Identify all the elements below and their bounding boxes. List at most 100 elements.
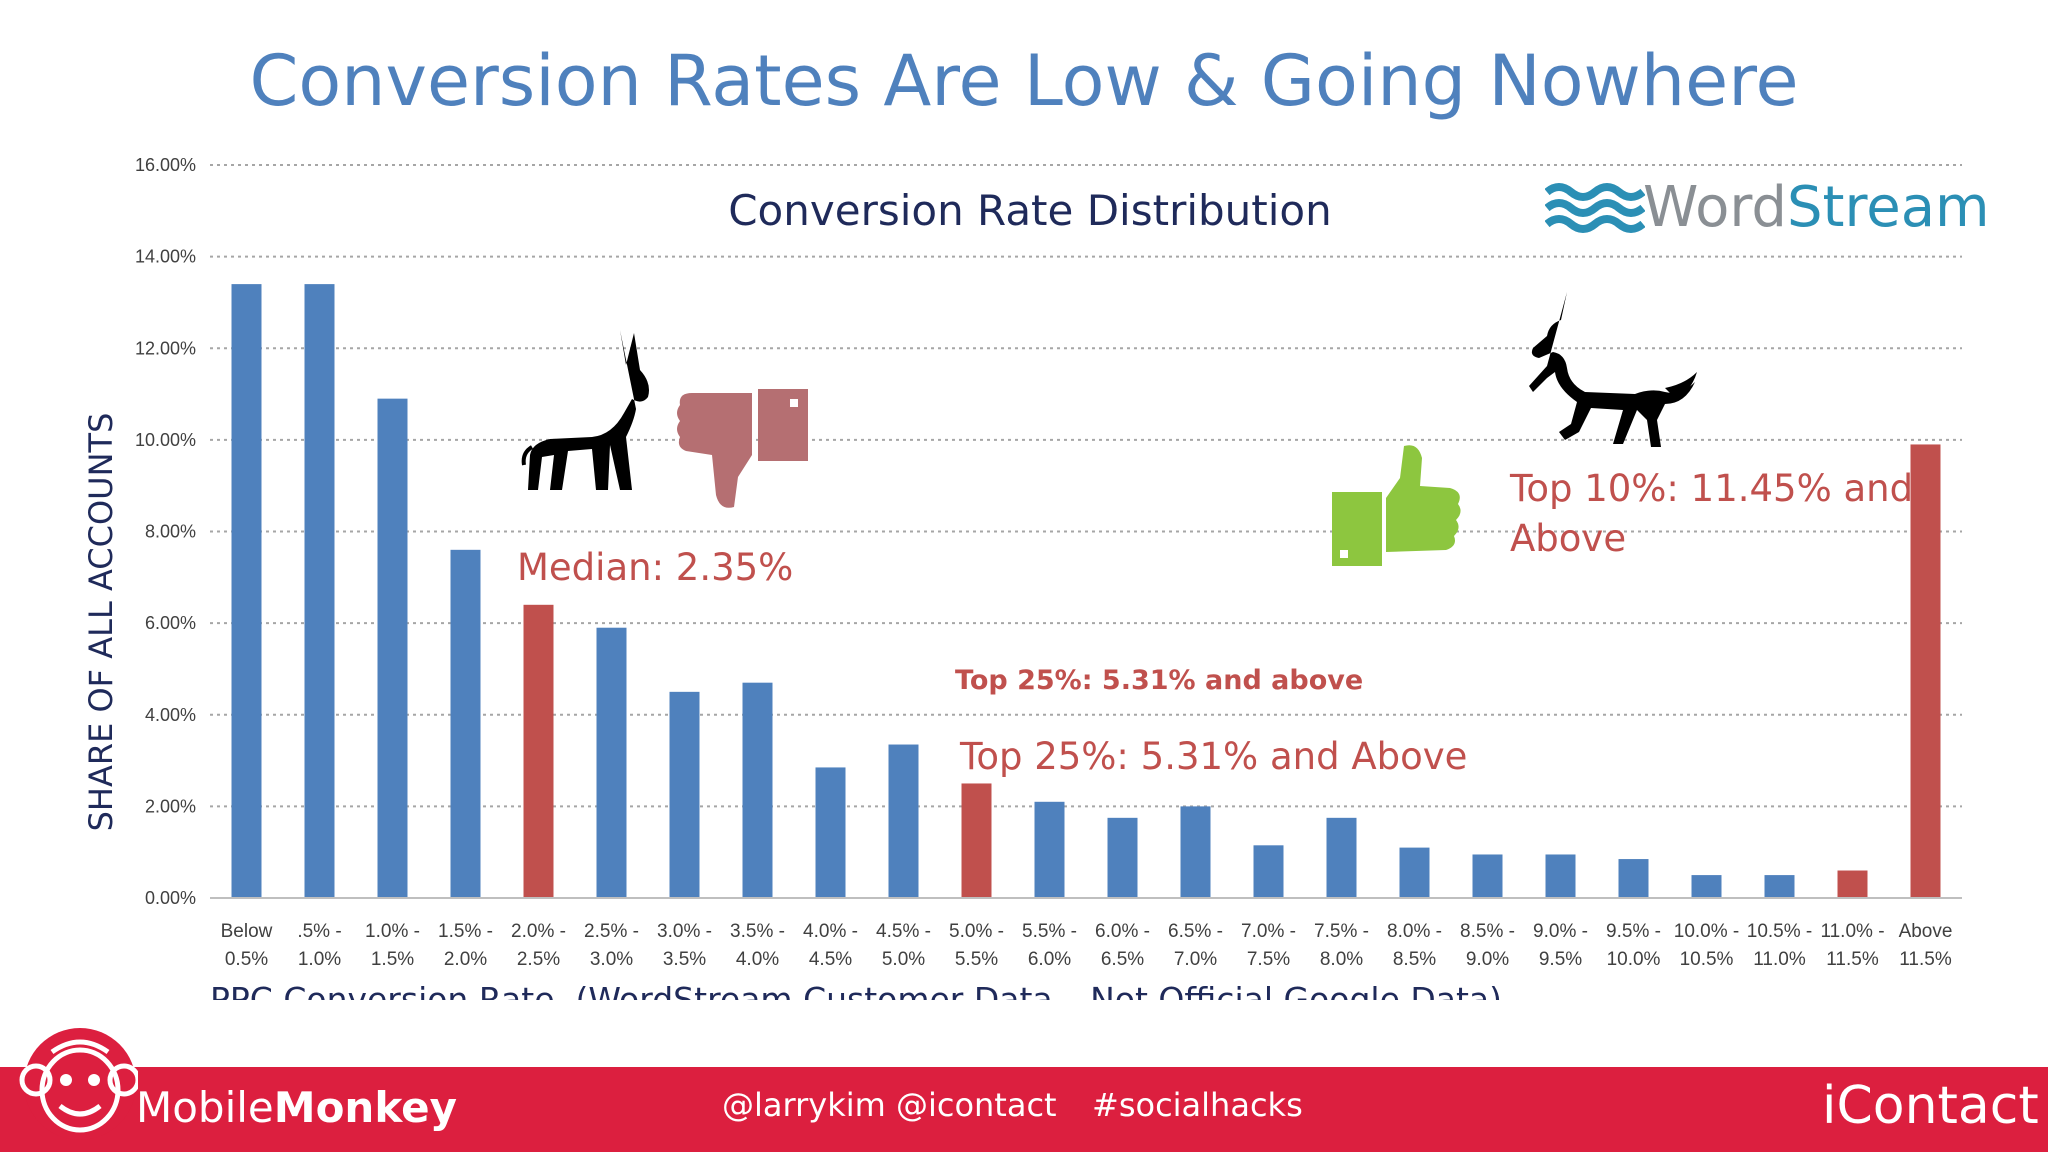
- x-tick-label: 2.5% -: [584, 921, 639, 942]
- x-tick-label: 10.5%: [1680, 949, 1734, 970]
- bar: [961, 783, 992, 898]
- y-tick-label: 14.00%: [135, 247, 196, 267]
- x-tick-label: 4.0%: [736, 949, 779, 970]
- x-tick-label: 6.0% -: [1095, 921, 1150, 942]
- x-tick-label: 2.0% -: [511, 921, 566, 942]
- wordstream-waves-icon: [1545, 183, 1645, 233]
- x-tick-label: 2.5%: [517, 949, 560, 970]
- x-tick-label: 1.0% -: [365, 921, 420, 942]
- slide-title: Conversion Rates Are Low & Going Nowhere: [249, 40, 1799, 122]
- x-tick-label: 8.0%: [1320, 949, 1363, 970]
- x-tick-label: Above: [1899, 921, 1953, 942]
- x-tick-label: 2.0%: [444, 949, 487, 970]
- bar: [1545, 854, 1576, 898]
- x-tick-label: 7.5% -: [1314, 921, 1369, 942]
- icontact-brand: iContact: [1822, 1076, 2039, 1136]
- bar: [450, 549, 481, 898]
- bar: [1326, 817, 1357, 898]
- x-tick-label: 4.5% -: [876, 921, 931, 942]
- bar: [742, 682, 773, 898]
- y-tick-label: 6.00%: [145, 613, 196, 633]
- bar: [1910, 444, 1941, 898]
- bar: [1107, 817, 1138, 898]
- bar: [523, 604, 554, 898]
- footer-bar: [0, 1067, 2048, 1152]
- x-tick-label: 6.5%: [1101, 949, 1144, 970]
- x-tick-label: 5.0% -: [949, 921, 1004, 942]
- x-tick-label: 5.5% -: [1022, 921, 1077, 942]
- mobilemonkey-brand: MobileMonkey: [136, 1083, 457, 1132]
- thumbs-down-icon: [677, 389, 808, 508]
- x-tick-label: 7.5%: [1247, 949, 1290, 970]
- x-tick-label: 9.0% -: [1533, 921, 1588, 942]
- x-tick-label: 10.5% -: [1747, 921, 1812, 942]
- x-tick-label: 3.0% -: [657, 921, 712, 942]
- bar: [1180, 806, 1211, 898]
- x-tick-label: 3.0%: [590, 949, 633, 970]
- donkey-icon: [521, 330, 649, 490]
- bar: [888, 744, 919, 898]
- x-tick-label: Below: [221, 921, 273, 942]
- top10-annotation: Top 10%: 11.45% and Above: [1510, 464, 1913, 564]
- bars: [231, 284, 1941, 898]
- bar: [231, 284, 262, 898]
- x-tick-label: 11.5%: [1826, 949, 1879, 970]
- x-tick-label: 11.5%: [1899, 949, 1952, 970]
- x-tick-label: 8.5% -: [1460, 921, 1515, 942]
- top25-annotation-small: Top 25%: 5.31% and above: [955, 665, 1364, 696]
- y-tick-label: 2.00%: [145, 796, 196, 816]
- bar: [596, 627, 627, 898]
- x-tick-label: 9.5%: [1539, 949, 1582, 970]
- y-tick-labels: 0.00% 2.00% 4.00% 6.00% 8.00% 10.00% 12.00% 14.…: [135, 155, 196, 908]
- monkey-logo-icon: [19, 1028, 138, 1140]
- x-tick-label: 9.0%: [1466, 949, 1509, 970]
- median-annotation: Median: 2.35%: [517, 546, 794, 589]
- chart-title: Conversion Rate Distribution: [728, 186, 1332, 235]
- y-tick-label: 0.00%: [145, 888, 196, 908]
- y-tick-label: 12.00%: [135, 338, 196, 358]
- bar: [1764, 875, 1795, 898]
- x-tick-label: 8.0% -: [1387, 921, 1442, 942]
- x-tick-label: .5% -: [297, 921, 341, 942]
- x-tick-label: 11.0% -: [1820, 921, 1884, 942]
- bar: [304, 284, 335, 898]
- x-tick-label: 8.5%: [1393, 949, 1436, 970]
- x-tick-label: 10.0% -: [1674, 921, 1739, 942]
- x-tick-label: 1.5%: [371, 949, 414, 970]
- unicorn-icon: [1529, 292, 1697, 447]
- bar: [1691, 875, 1722, 898]
- bar: [1472, 854, 1503, 898]
- x-tick-label: 4.0% -: [803, 921, 858, 942]
- x-tick-label: 9.5% -: [1606, 921, 1661, 942]
- top10-line2: Above: [1510, 517, 1627, 560]
- x-tick-label: 10.0%: [1607, 949, 1661, 970]
- thumbs-up-icon: [1332, 445, 1461, 566]
- y-tick-label: 16.00%: [135, 155, 196, 175]
- top25-annotation: Top 25%: 5.31% and Above: [960, 735, 1468, 778]
- x-tick-label: 7.0% -: [1241, 921, 1296, 942]
- bar-chart: 0.00% 2.00% 4.00% 6.00% 8.00% 10.00% 12.00% 14.…: [82, 155, 1962, 1000]
- x-tick-label: 11.0%: [1753, 949, 1806, 970]
- x-tick-label: 3.5% -: [730, 921, 785, 942]
- x-tick-label: 5.5%: [955, 949, 998, 970]
- x-tick-label: 6.0%: [1028, 949, 1071, 970]
- y-axis-label: SHARE OF ALL ACCOUNTS: [82, 413, 120, 832]
- x-tick-label: 4.5%: [809, 949, 852, 970]
- x-tick-label: 1.5% -: [438, 921, 493, 942]
- gridlines: [210, 164, 1962, 808]
- bar: [669, 691, 700, 898]
- bar: [1618, 859, 1649, 898]
- x-tick-label: 0.5%: [225, 949, 268, 970]
- top10-line1: Top 10%: 11.45% and: [1510, 467, 1914, 510]
- bar: [815, 767, 846, 898]
- x-tick-label: 6.5% -: [1168, 921, 1223, 942]
- x-tick-label: 7.0%: [1174, 949, 1217, 970]
- x-tick-label: 1.0%: [298, 949, 341, 970]
- bar: [1399, 847, 1430, 898]
- y-tick-label: 10.00%: [135, 430, 196, 450]
- y-tick-label: 4.00%: [145, 705, 196, 725]
- x-axis-label: PPC Conversion Rate. (WordStream Custome…: [210, 980, 1502, 1000]
- bar: [377, 398, 408, 898]
- x-tick-label: 3.5%: [663, 949, 706, 970]
- x-tick-label: 5.0%: [882, 949, 925, 970]
